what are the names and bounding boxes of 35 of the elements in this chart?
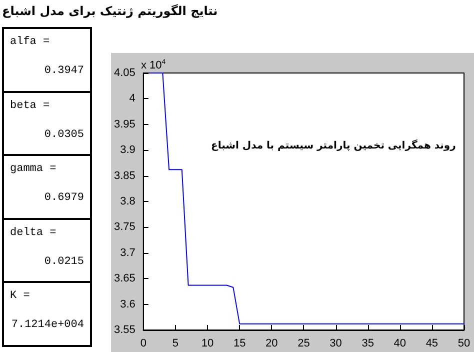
x-tick-label: 50 (458, 338, 470, 350)
text: K = (10, 290, 30, 302)
y-tick-label: 3.65 (114, 272, 136, 285)
y-tick-label: 3.7 (120, 246, 136, 259)
text: 0.6979 (44, 192, 84, 204)
x-tick-label: 40 (394, 338, 406, 350)
x-tick-label: 45 (426, 338, 438, 350)
y-tick-label: 3.6 (120, 298, 136, 310)
annotation: روند همگرایی تخمین پارامتر سیستم با مدل اشباع (211, 138, 456, 152)
x-tick-label: 5 (172, 338, 179, 350)
y-tick-label: 4 (129, 92, 136, 105)
text: delta = (10, 226, 56, 239)
line-series (149, 72, 464, 324)
text: gamma = (10, 163, 56, 176)
text: 0.0215 (44, 256, 84, 268)
text: نتایج الگوریتم ژنتیک برای مدل اشباع (2, 4, 219, 18)
text: alfa = (10, 36, 50, 48)
y-tick-label: 3.55 (114, 324, 136, 336)
x-tick-label: 30 (330, 338, 342, 350)
x-tick-label: 0 (140, 338, 146, 350)
y-tick-label: 3.75 (114, 221, 136, 234)
x-tick-label: 15 (233, 338, 246, 350)
y-tick-label: 3.85 (114, 170, 136, 182)
x-tick-label: 35 (362, 338, 374, 350)
text: 0.3947 (44, 65, 84, 77)
x-tick-label: 25 (298, 338, 310, 350)
text: 7.1214e+004 (11, 319, 84, 332)
text: beta = (10, 100, 50, 112)
y-tick-label: 3.9 (120, 144, 136, 156)
y-tick-label: 3.95 (114, 118, 136, 130)
x-tick-label: 10 (201, 338, 214, 350)
y-tick-label: 4.05 (114, 67, 136, 79)
x-tick-label: 20 (266, 338, 278, 350)
y-tick-label: 3.8 (120, 196, 136, 208)
text: 0.0305 (44, 128, 84, 141)
